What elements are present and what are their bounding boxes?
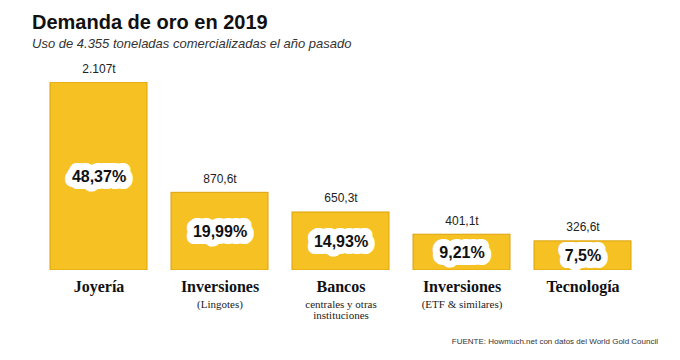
svg-text:870,6t: 870,6t	[203, 172, 237, 186]
svg-text:401,1t: 401,1t	[445, 214, 479, 228]
svg-text:centrales y otrasinstituciones: centrales y otrasinstituciones	[305, 298, 376, 321]
svg-text:326,6t: 326,6t	[566, 220, 600, 234]
svg-text:9,21%: 9,21%	[439, 244, 484, 261]
svg-text:(ETF & similares): (ETF & similares)	[422, 298, 503, 311]
svg-text:Joyería: Joyería	[74, 278, 125, 296]
svg-text:2.107t: 2.107t	[82, 62, 116, 76]
svg-text:Bancos: Bancos	[317, 278, 366, 295]
svg-text:650,3t: 650,3t	[324, 191, 358, 205]
html-text:Uso de 4.355 toneladas comerci: Uso de 4.355 toneladas comercializadas e…	[32, 36, 352, 51]
svg-text:(Lingotes): (Lingotes)	[197, 298, 243, 311]
html-text:FUENTE: Howmuch.net con datos: FUENTE: Howmuch.net con datos del World …	[451, 337, 658, 346]
svg-text:7,5%: 7,5%	[565, 247, 601, 264]
svg-text:48,37%: 48,37%	[72, 168, 126, 185]
svg-text:Tecnología: Tecnología	[546, 278, 619, 296]
svg-text:Inversiones: Inversiones	[181, 278, 259, 295]
html-text:Demanda de oro en 2019: Demanda de oro en 2019	[32, 11, 268, 33]
svg-text:19,99%: 19,99%	[193, 223, 247, 240]
svg-text:Inversiones: Inversiones	[423, 278, 501, 295]
svg-text:14,93%: 14,93%	[314, 233, 368, 250]
